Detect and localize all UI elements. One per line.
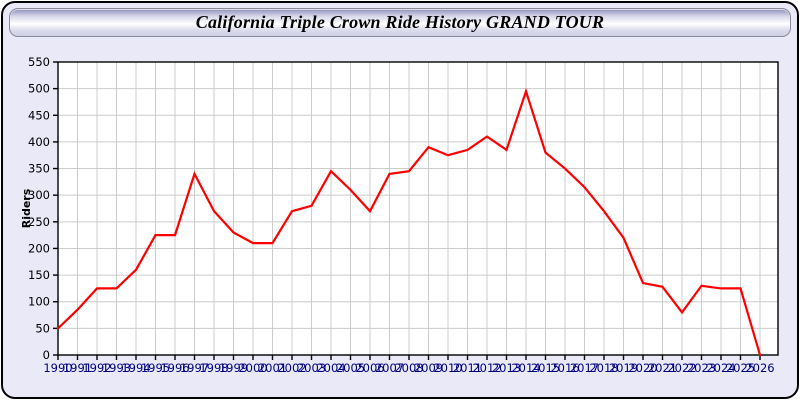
x-tick-label: 2015: [531, 361, 560, 375]
y-tick-label: 0: [43, 348, 50, 362]
x-tick-label: 2023: [687, 361, 716, 375]
y-tick-label: 300: [28, 188, 50, 202]
plot-border: [57, 61, 779, 356]
x-tick-label: 1993: [102, 361, 131, 375]
x-tick-label: 2021: [648, 361, 677, 375]
x-tick-label: 2018: [589, 361, 618, 375]
plot-area: [58, 62, 778, 355]
x-tick-label: 2000: [238, 361, 267, 375]
x-tick-label: 1994: [121, 361, 150, 375]
y-axis-title: Riders: [20, 188, 33, 228]
x-tick-label: 2008: [394, 361, 423, 375]
x-tick-label: 2002: [277, 361, 306, 375]
x-tick-label: 2009: [414, 361, 443, 375]
x-tick-label: 1990: [43, 361, 72, 375]
x-tick-label: 2025: [726, 361, 755, 375]
x-tick-label: 2017: [570, 361, 599, 375]
x-tick-label: 1998: [199, 361, 228, 375]
y-tick-label: 350: [28, 162, 50, 176]
y-tick-label: 400: [28, 135, 50, 149]
line-chart: 0501001502002503003504004505005501990199…: [20, 55, 779, 375]
x-tick-label: 2010: [433, 361, 462, 375]
x-tick-label: 1991: [63, 361, 92, 375]
x-tick-label: 2004: [316, 361, 345, 375]
x-tick-label: 1999: [219, 361, 248, 375]
x-tick-label: 2014: [511, 361, 540, 375]
x-tick-label: 2003: [297, 361, 326, 375]
x-tick-label: 1996: [160, 361, 189, 375]
x-tick-label: 2020: [628, 361, 657, 375]
x-tick-label: 2022: [667, 361, 696, 375]
x-tick-label: 2026: [745, 361, 774, 375]
x-tick-label: 1997: [180, 361, 209, 375]
x-tick-label: 2011: [453, 361, 482, 375]
x-tick-label: 1992: [82, 361, 111, 375]
x-tick-label: 2007: [375, 361, 404, 375]
x-tick-label: 2005: [336, 361, 365, 375]
y-tick-label: 500: [28, 82, 50, 96]
x-tick-label: 2016: [550, 361, 579, 375]
x-tick-label: 2001: [258, 361, 287, 375]
x-tick-label: 1995: [141, 361, 170, 375]
title-bar: California Triple Crown Ride History GRA…: [9, 8, 791, 37]
y-tick-label: 550: [28, 55, 50, 69]
x-tick-label: 2012: [472, 361, 501, 375]
y-tick-label: 150: [28, 268, 50, 282]
x-tick-label: 2006: [355, 361, 384, 375]
y-tick-label: 200: [28, 241, 50, 255]
y-tick-label: 250: [28, 215, 50, 229]
x-tick-label: 2024: [706, 361, 735, 375]
chart-title: California Triple Crown Ride History GRA…: [195, 12, 605, 32]
y-tick-label: 450: [28, 108, 50, 122]
x-tick-label: 2013: [492, 361, 521, 375]
y-tick-label: 50: [35, 321, 50, 335]
riders-series-line: [56, 87, 762, 357]
y-tick-label: 100: [28, 295, 50, 309]
x-tick-label: 2019: [609, 361, 638, 375]
